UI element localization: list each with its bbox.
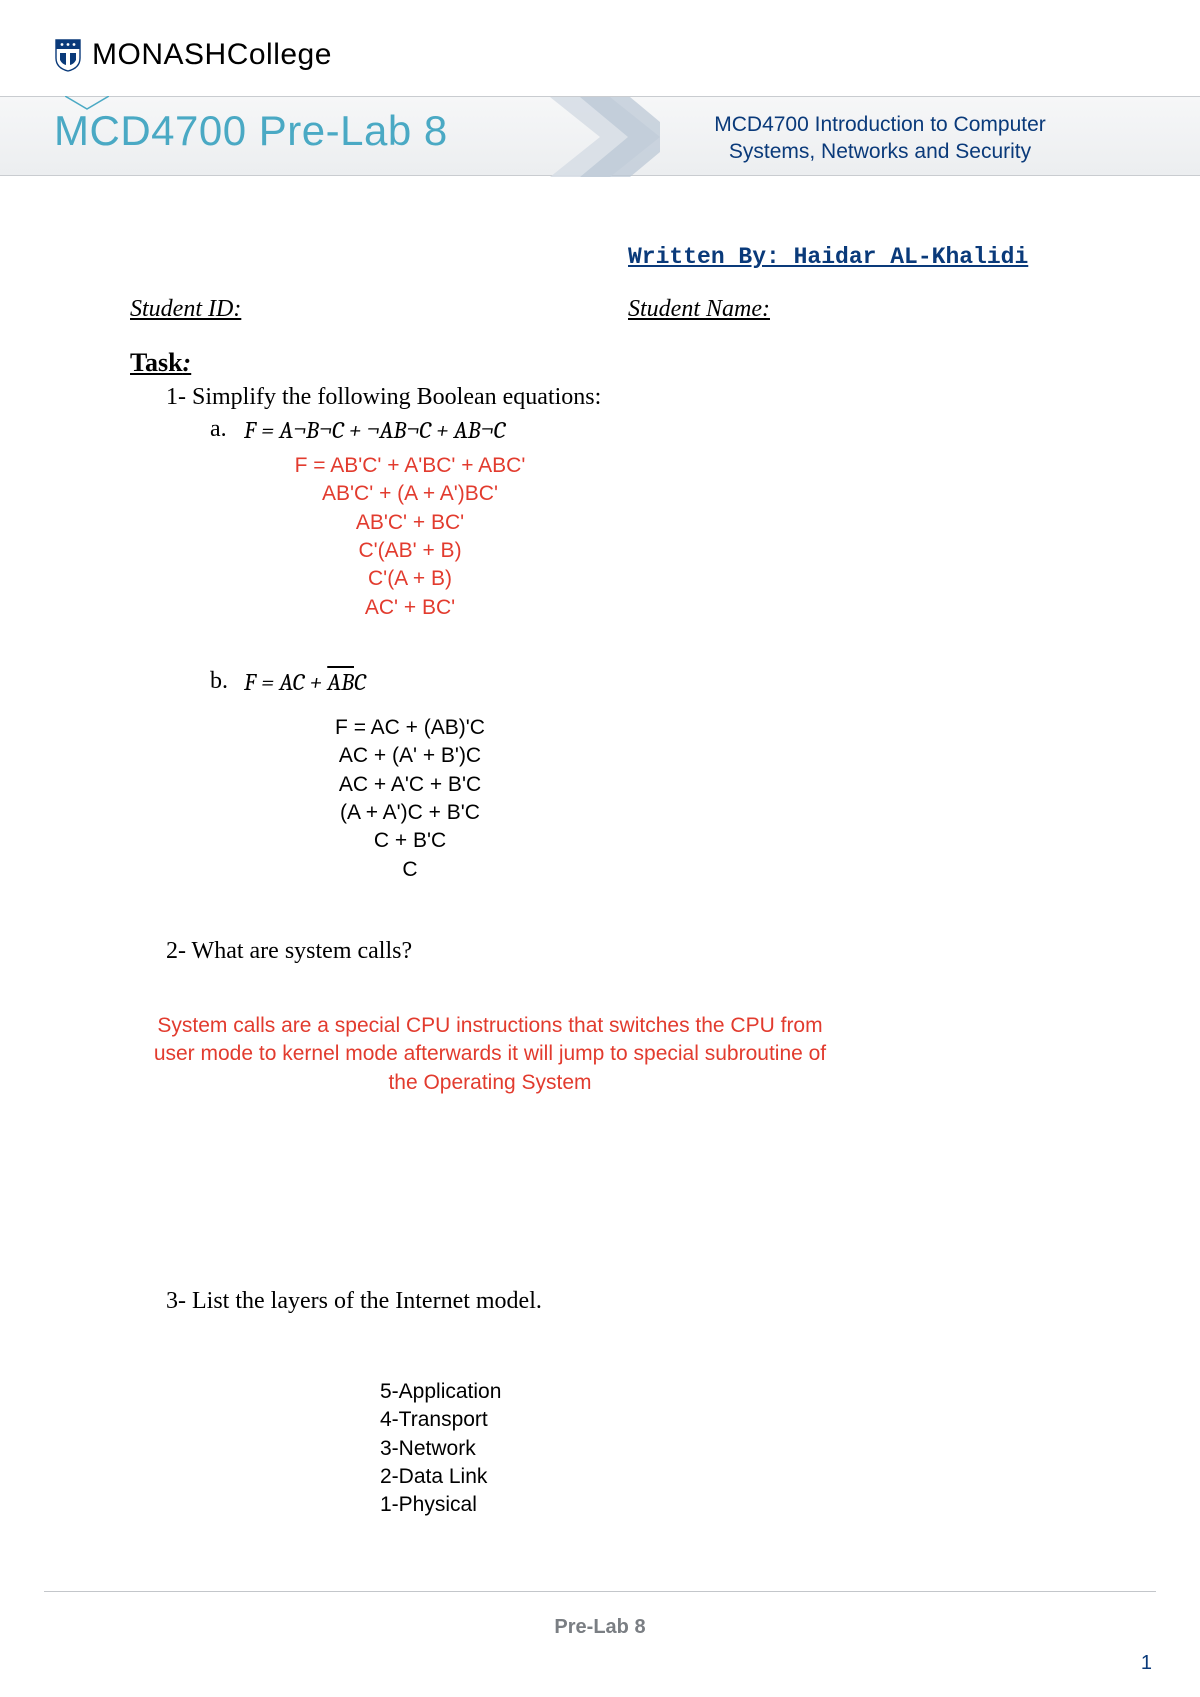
question-1: 1- Simplify the following Boolean equati… [166,384,601,411]
task-word: Task [130,348,183,377]
task-colon: : [183,348,192,377]
solution-line: C [300,856,520,884]
solution-line: F = AC + (AB)'C [300,714,520,742]
solution-line: AC + (A' + B')C [300,742,520,770]
question-1b-equation: F = AC + ABC [244,668,366,696]
solution-line: AC' + BC' [260,594,560,622]
question-1a-label: a. [210,416,227,443]
solution-line: F = AB'C' + A'BC' + ABC' [260,452,560,480]
solution-line: C'(A + B) [260,565,560,593]
solution-2: System calls are a special CPU instructi… [150,1012,830,1097]
solution-3: 5-Application 4-Transport 3-Network 2-Da… [380,1378,501,1520]
footer-divider [44,1591,1156,1592]
solution-1b: F = AC + (AB)'C AC + (A' + B')C AC + A'C… [300,714,520,884]
eq-prefix: F = AC + [244,668,327,696]
solution-line: C'(AB' + B) [260,537,560,565]
question-3: 3- List the layers of the Internet model… [166,1288,542,1315]
layer-line: 3-Network [380,1435,501,1463]
layer-line: 5-Application [380,1378,501,1406]
shield-icon [54,38,82,72]
footer-label: Pre-Lab 8 [0,1616,1200,1639]
solution-1a: F = AB'C' + A'BC' + ABC' AB'C' + (A + A'… [260,452,560,622]
eq-suffix: C [354,668,366,696]
question-2: 2- What are system calls? [166,938,412,965]
solution-line: (A + A')C + B'C [300,799,520,827]
logo-brand: MONASH [92,38,227,71]
layer-line: 2-Data Link [380,1463,501,1491]
solution-line: AB'C' + (A + A')BC' [260,480,560,508]
question-1b-label: b. [210,668,228,695]
subtitle-line-2: Systems, Networks and Security [729,140,1031,163]
banner-arrow-icon [550,97,660,177]
document-page: MONASHCollege MCD4700 Pre-Lab 8 MCD4700 … [0,0,1200,1697]
layer-line: 1-Physical [380,1491,501,1519]
written-by: Written By: Haidar AL-Khalidi [628,244,1028,270]
eq-overline: AB [327,668,354,696]
task-heading: Task: [130,348,191,378]
course-subtitle: MCD4700 Introduction to Computer Systems… [670,111,1090,166]
solution-line: AB'C' + BC' [260,509,560,537]
question-1a-equation: F = A¬B¬C + ¬AB¬C + AB¬C [244,416,505,444]
logo: MONASHCollege [54,38,332,72]
logo-sub: College [227,38,332,71]
title-banner: MCD4700 Pre-Lab 8 MCD4700 Introduction t… [0,96,1200,176]
page-title: MCD4700 Pre-Lab 8 [54,107,448,155]
logo-text: MONASHCollege [92,38,332,72]
subtitle-line-1: MCD4700 Introduction to Computer [714,113,1046,136]
student-id-label: Student ID: [130,296,241,323]
page-number: 1 [1141,1652,1152,1675]
solution-line: C + B'C [300,827,520,855]
layer-line: 4-Transport [380,1406,501,1434]
student-name-label: Student Name: [628,296,770,323]
solution-line: AC + A'C + B'C [300,771,520,799]
